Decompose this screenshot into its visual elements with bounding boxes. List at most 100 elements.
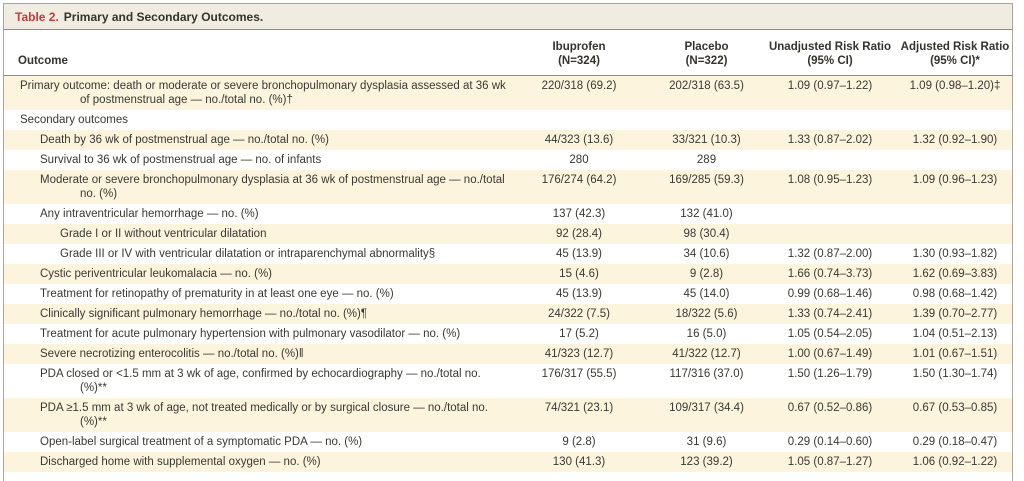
- table-header: Outcome Ibuprofen (N=324) Placebo (N=322…: [4, 30, 1012, 76]
- adjusted-risk-ratio-cell: [896, 224, 1012, 244]
- adjusted-risk-ratio-cell: 1.50 (1.30–1.74): [912, 368, 998, 380]
- ibuprofen-value-cell: 45 (13.9): [555, 248, 603, 260]
- table-row: Discharged home with supplemental oxygen…: [4, 452, 1012, 472]
- outcome-cell: Primary outcome: death or moderate or se…: [20, 80, 506, 106]
- unadjusted-risk-ratio-cell: [764, 110, 896, 130]
- placebo-value-cell: [649, 110, 764, 130]
- outcome-cell: Discharged home with supplemental oxygen…: [40, 456, 321, 468]
- placebo-value-cell: 18/322 (5.6): [675, 308, 738, 320]
- outcomes-data-table: Outcome Ibuprofen (N=324) Placebo (N=322…: [4, 30, 1012, 472]
- table-row: Moderate or severe bronchopulmonary dysp…: [4, 170, 1012, 204]
- placebo-value-cell: 117/316 (37.0): [669, 368, 744, 380]
- placebo-value-cell: 33/321 (10.3): [672, 134, 741, 146]
- outcome-cell: Secondary outcomes: [20, 114, 129, 126]
- table-row: Clinically significant pulmonary hemorrh…: [4, 304, 1012, 324]
- outcome-cell: PDA closed or <1.5 mm at 3 wk of age, co…: [40, 368, 481, 394]
- placebo-value-cell: 34 (10.6): [683, 248, 730, 260]
- adjusted-risk-ratio-cell: 1.09 (0.96–1.23): [912, 174, 998, 186]
- unadjusted-risk-ratio-cell: 1.05 (0.54–2.05): [787, 328, 873, 340]
- table-row: Survival to 36 wk of postmenstrual age —…: [4, 150, 1012, 170]
- placebo-value-cell: 123 (39.2): [680, 456, 733, 468]
- column-header-placebo: Placebo (N=322): [649, 30, 764, 76]
- ibuprofen-value-cell: 15 (4.6): [559, 268, 599, 280]
- ibuprofen-value-cell: 176/274 (64.2): [541, 174, 617, 186]
- table-row: Cystic periventricular leukomalacia — no…: [4, 264, 1012, 284]
- adjusted-risk-ratio-cell: 1.62 (0.69–3.83): [912, 268, 998, 280]
- adjusted-risk-ratio-cell: 1.39 (0.70–2.77): [912, 308, 998, 320]
- unadjusted-risk-ratio-cell: 1.09 (0.97–1.22): [787, 80, 873, 92]
- ibuprofen-value-cell: [509, 110, 649, 130]
- table-row: Grade I or II without ventricular dilata…: [4, 224, 1012, 244]
- ibuprofen-value-cell: 92 (28.4): [555, 228, 603, 240]
- table-row: PDA ≥1.5 mm at 3 wk of age, not treated …: [4, 398, 1012, 432]
- placebo-value-cell: 16 (5.0): [686, 328, 727, 340]
- ibuprofen-value-cell: 137 (42.3): [552, 208, 606, 220]
- outcome-cell: Clinically significant pulmonary hemorrh…: [40, 308, 368, 320]
- unadjusted-risk-ratio-cell: 0.67 (0.52–0.86): [787, 402, 873, 414]
- column-header-outcome: Outcome: [4, 30, 509, 76]
- placebo-value-cell: 132 (41.0): [680, 208, 733, 220]
- placebo-value-cell: 45 (14.0): [683, 288, 730, 300]
- placebo-value-cell: 109/317 (34.4): [669, 402, 744, 414]
- outcome-cell: Survival to 36 wk of postmenstrual age —…: [40, 154, 322, 166]
- outcome-cell: Treatment for retinopathy of prematurity…: [40, 288, 394, 300]
- unadjusted-risk-ratio-cell: 1.33 (0.87–2.02): [787, 134, 873, 146]
- unadjusted-risk-ratio-cell: 0.29 (0.14–0.60): [787, 436, 873, 448]
- adjusted-risk-ratio-cell: 1.30 (0.93–1.82): [912, 248, 998, 260]
- adjusted-risk-ratio-cell: 1.01 (0.67–1.51): [912, 348, 998, 360]
- ibuprofen-value-cell: 45 (13.9): [555, 288, 603, 300]
- unadjusted-risk-ratio-cell: 1.00 (0.67–1.49): [787, 348, 873, 360]
- adjusted-risk-ratio-cell: 1.09 (0.98–1.20)‡: [909, 80, 1001, 92]
- placebo-value-cell: 41/322 (12.7): [672, 348, 741, 360]
- column-header-ibuprofen: Ibuprofen (N=324): [509, 30, 649, 76]
- table-body: Primary outcome: death or moderate or se…: [4, 75, 1012, 472]
- unadjusted-risk-ratio-cell: 1.33 (0.74–2.41): [787, 308, 873, 320]
- table-row: Secondary outcomes: [4, 110, 1012, 130]
- placebo-value-cell: 9 (2.8): [689, 268, 724, 280]
- unadjusted-risk-ratio-cell: [764, 224, 896, 244]
- table-row: Any intraventricular hemorrhage — no. (%…: [4, 204, 1012, 224]
- adjusted-risk-ratio-cell: 1.06 (0.92–1.22): [912, 456, 998, 468]
- outcome-cell: Treatment for acute pulmonary hypertensi…: [40, 328, 461, 340]
- table-row: Primary outcome: death or moderate or se…: [4, 75, 1012, 110]
- table-row: Treatment for acute pulmonary hypertensi…: [4, 324, 1012, 344]
- ibuprofen-value-cell: 130 (41.3): [552, 456, 606, 468]
- unadjusted-risk-ratio-cell: 0.99 (0.68–1.46): [787, 288, 873, 300]
- outcome-cell: Moderate or severe bronchopulmonary dysp…: [40, 174, 505, 200]
- placebo-value-cell: 98 (30.4): [683, 228, 730, 240]
- outcome-cell: PDA ≥1.5 mm at 3 wk of age, not treated …: [40, 402, 488, 428]
- outcome-cell: Grade III or IV with ventricular dilatat…: [60, 248, 436, 260]
- outcomes-table: Table 2. Primary and Secondary Outcomes.…: [3, 3, 1013, 481]
- unadjusted-risk-ratio-cell: [764, 150, 896, 170]
- outcome-cell: Severe necrotizing enterocolitis — no./t…: [40, 348, 304, 360]
- unadjusted-risk-ratio-cell: 1.66 (0.74–3.73): [787, 268, 873, 280]
- placebo-value-cell: 289: [696, 154, 717, 166]
- adjusted-risk-ratio-cell: [896, 110, 1012, 130]
- table-row: Treatment for retinopathy of prematurity…: [4, 284, 1012, 304]
- ibuprofen-value-cell: 41/323 (12.7): [544, 348, 614, 360]
- table-row: Grade III or IV with ventricular dilatat…: [4, 244, 1012, 264]
- outcome-cell: Death by 36 wk of postmenstrual age — no…: [40, 134, 329, 146]
- unadjusted-risk-ratio-cell: 1.08 (0.95–1.23): [787, 174, 873, 186]
- outcome-cell: Grade I or II without ventricular dilata…: [60, 228, 267, 240]
- ibuprofen-value-cell: 44/323 (13.6): [544, 134, 614, 146]
- outcome-cell: Any intraventricular hemorrhage — no. (%…: [40, 208, 259, 220]
- ibuprofen-value-cell: 74/321 (23.1): [544, 402, 614, 414]
- adjusted-risk-ratio-cell: [896, 150, 1012, 170]
- unadjusted-risk-ratio-cell: [764, 204, 896, 224]
- table-row: Severe necrotizing enterocolitis — no./t…: [4, 344, 1012, 364]
- ibuprofen-value-cell: 24/322 (7.5): [547, 308, 610, 320]
- outcome-cell: Cystic periventricular leukomalacia — no…: [40, 268, 272, 280]
- adjusted-risk-ratio-cell: 1.04 (0.51–2.13): [912, 328, 998, 340]
- adjusted-risk-ratio-cell: 1.32 (0.92–1.90): [912, 134, 998, 146]
- placebo-value-cell: 31 (9.6): [686, 436, 727, 448]
- table-title-band: Table 2. Primary and Secondary Outcomes.: [4, 4, 1012, 30]
- placebo-value-cell: 169/285 (59.3): [669, 174, 744, 186]
- column-header-adjusted-risk-ratio: Adjusted Risk Ratio (95% CI)*: [896, 30, 1012, 76]
- column-header-unadjusted-risk-ratio: Unadjusted Risk Ratio (95% CI): [764, 30, 896, 76]
- ibuprofen-value-cell: 9 (2.8): [562, 436, 596, 448]
- ibuprofen-value-cell: 220/318 (69.2): [541, 80, 617, 92]
- adjusted-risk-ratio-cell: 0.98 (0.68–1.42): [912, 288, 998, 300]
- ibuprofen-value-cell: 17 (5.2): [559, 328, 599, 340]
- placebo-value-cell: 202/318 (63.5): [669, 80, 744, 92]
